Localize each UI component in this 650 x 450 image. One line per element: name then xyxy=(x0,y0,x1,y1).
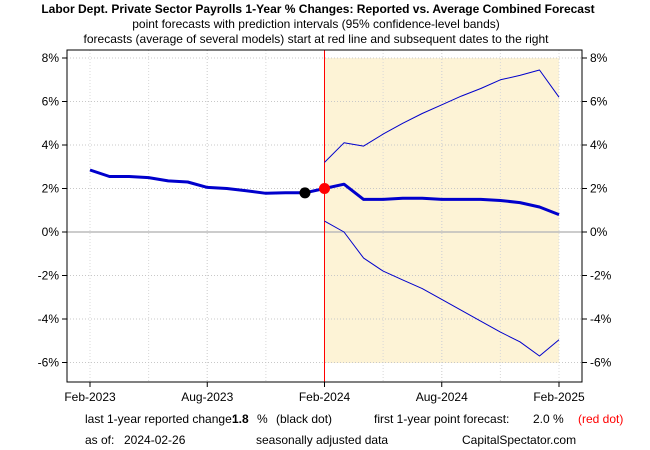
footer-reported-note: (black dot) xyxy=(276,412,332,426)
chart-title: Labor Dept. Private Sector Payrolls 1-Ye… xyxy=(41,2,594,16)
series-line-upper-band xyxy=(324,69,560,163)
y-tick-label-right: 4% xyxy=(590,138,608,152)
y-tick-label-right: -4% xyxy=(590,312,612,326)
y-tick-label-left: 0% xyxy=(42,225,60,239)
forecast-dot xyxy=(319,183,330,194)
footer-source: CapitalSpectator.com xyxy=(462,433,576,447)
x-tick-label: Feb-2025 xyxy=(533,390,585,404)
y-tick-label-left: 8% xyxy=(42,51,60,65)
y-tick-label-right: -2% xyxy=(590,269,612,283)
footer-seasonal-note: seasonally adjusted data xyxy=(256,433,388,447)
y-tick-label-right: 0% xyxy=(590,225,608,239)
horizontal-gridlines xyxy=(67,57,582,363)
footer-asof-label: as of: xyxy=(85,433,114,447)
chart-subtitle-2: forecasts (average of several models) st… xyxy=(84,32,550,46)
y-axis-left: 8% 6% 4% 2% 0% -2% -4% -6% xyxy=(38,51,67,370)
y-tick-label-left: -2% xyxy=(38,269,60,283)
y-tick-label-right: -6% xyxy=(590,356,612,370)
y-tick-label-left: 6% xyxy=(42,95,60,109)
x-tick-label: Aug-2024 xyxy=(416,390,468,404)
footer-reported-label: last 1-year reported change: xyxy=(85,412,235,426)
footer-forecast-label: first 1-year point forecast: xyxy=(374,412,509,426)
y-tick-label-left: 2% xyxy=(42,182,60,196)
y-tick-label-left: -6% xyxy=(38,356,60,370)
footer-asof-date: 2024-02-26 xyxy=(124,433,186,447)
x-tick-label: Feb-2023 xyxy=(64,390,116,404)
forecast-region-shading xyxy=(324,58,559,363)
x-axis: Feb-2023 Aug-2023 Feb-2024 Aug-2024 Feb-2025 xyxy=(64,382,585,404)
footer-reported-value: 1.8 xyxy=(232,412,249,426)
marker-layer xyxy=(299,183,330,199)
footer-forecast-value: 2.0 % xyxy=(533,412,564,426)
footer-reported-unit: % xyxy=(257,412,268,426)
y-tick-label-left: -4% xyxy=(38,312,60,326)
series-line-reported xyxy=(89,168,305,195)
reported-dot xyxy=(299,187,311,199)
series-layer xyxy=(89,69,560,357)
y-tick-label-right: 8% xyxy=(590,51,608,65)
footer-forecast-note: (red dot) xyxy=(578,412,623,426)
y-tick-label-right: 2% xyxy=(590,182,608,196)
series-line-point-forecast xyxy=(304,182,560,216)
y-tick-label-left: 4% xyxy=(42,138,60,152)
y-tick-label-right: 6% xyxy=(590,95,608,109)
y-axis-right: 8% 6% 4% 2% 0% -2% -4% -6% xyxy=(582,51,612,370)
chart-subtitle-1: point forecasts with prediction interval… xyxy=(132,17,500,31)
x-tick-label: Feb-2024 xyxy=(299,390,351,404)
series-line-lower-band xyxy=(324,220,560,357)
x-tick-label: Aug-2023 xyxy=(181,390,233,404)
